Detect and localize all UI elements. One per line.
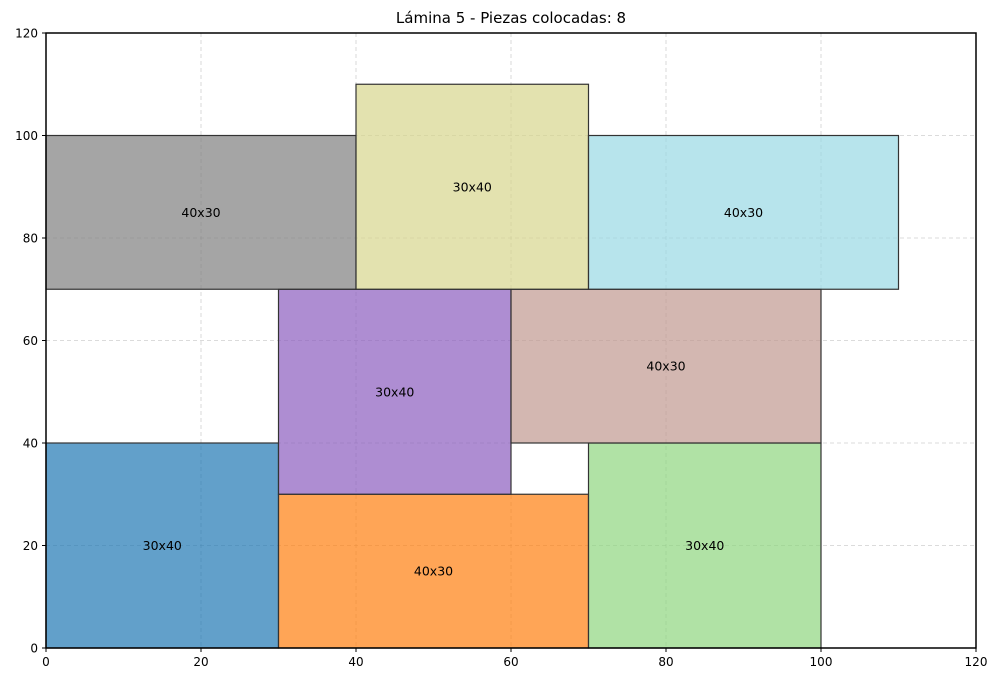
piece-label: 30x40: [685, 538, 724, 553]
piece-rect: [277, 493, 590, 649]
chart-title: Lámina 5 - Piezas colocadas: 8: [396, 9, 626, 27]
piece-label: 40x30: [181, 205, 220, 220]
axes: 0 20 40 60 80 100 120 0 20 40 60 80 100 120: [15, 27, 987, 670]
x-tick-label: 40: [348, 655, 363, 669]
piece-rect: [587, 442, 822, 649]
x-tick-label: 100: [810, 655, 833, 669]
y-tick-label: 80: [23, 232, 38, 246]
y-tick-label: 120: [15, 27, 38, 41]
piece-rect: [277, 288, 512, 495]
piece-label: 30x40: [453, 179, 492, 194]
piece-rect: [355, 83, 590, 290]
piece-label: 40x30: [724, 205, 763, 220]
piece-label: 40x30: [414, 564, 453, 579]
piece-label: 40x30: [646, 359, 685, 374]
piece-label: 30x40: [143, 538, 182, 553]
x-tick-label: 120: [965, 655, 988, 669]
x-tick-label: 80: [658, 655, 673, 669]
y-tick-label: 0: [30, 642, 38, 656]
y-tick-label: 100: [15, 129, 38, 143]
y-tick-label: 60: [23, 334, 38, 348]
x-tick-label: 60: [503, 655, 518, 669]
pieces-layer: 30x40 40x30 30x40 30x40 40x30 40x30 30x40 40x30: [45, 83, 900, 649]
piece-rect: [587, 134, 900, 290]
x-tick-label: 0: [42, 655, 50, 669]
piece-rect: [510, 288, 822, 444]
piece-label: 30x40: [375, 384, 414, 399]
piece-rect: [45, 134, 357, 290]
y-tick-label: 40: [23, 437, 38, 451]
x-tick-label: 20: [193, 655, 208, 669]
y-tick-label: 20: [23, 539, 38, 553]
